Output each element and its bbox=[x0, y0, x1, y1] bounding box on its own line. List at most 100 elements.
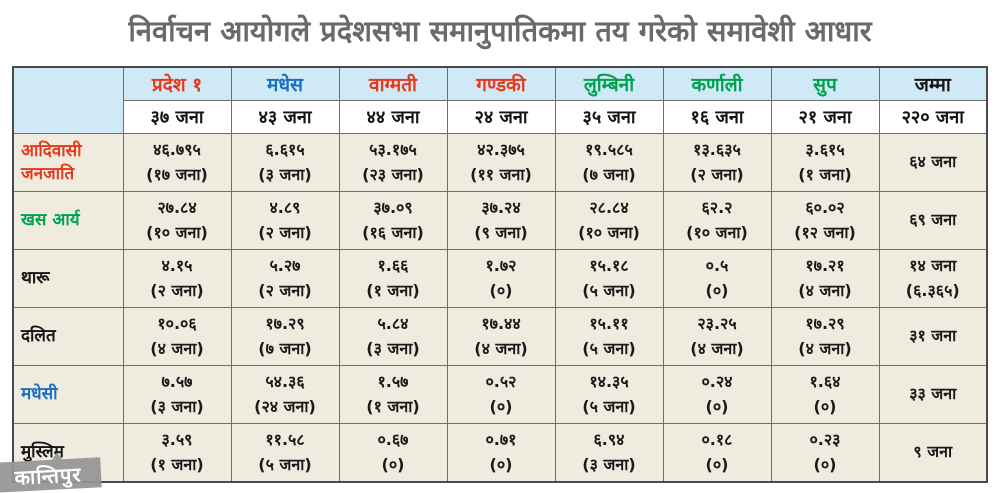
cell-count: (१ जना) bbox=[366, 396, 420, 416]
data-cell: १९.५८५ (७ जना) bbox=[554, 133, 664, 192]
cell-value: ०.५ bbox=[705, 255, 729, 275]
data-cell: १.६४ (०) bbox=[770, 365, 880, 424]
table-row-muslim: मुस्लिम ३.५९ (१ जना) ११.५८ (५ जना) ०.६७ (०)… bbox=[12, 423, 988, 483]
table-row-khas-arya: खस आर्य २७.८४ (१० जना) ४.८९ (२ जना) ३७.०९ (… bbox=[12, 191, 988, 250]
seat-count-madhes: ४३ जना bbox=[230, 100, 340, 134]
data-cell: १.७२ (०) bbox=[446, 249, 556, 308]
col-header-sup: सुप bbox=[770, 66, 880, 101]
cell-value: १७.२१ bbox=[805, 255, 845, 275]
cell-value: १७.२९ bbox=[805, 313, 845, 333]
inclusion-table: प्रदेश १ मधेस वाग्मती गण्डकी लुम्बिनी कर… bbox=[12, 66, 988, 483]
row-label: खस आर्य bbox=[12, 191, 124, 250]
data-cell: ६.६१५ (३ जना) bbox=[230, 133, 340, 192]
cell-count: (१७ जना) bbox=[146, 164, 208, 184]
cell-value: ६२.२ bbox=[701, 197, 733, 217]
data-cell: २७.८४ (१० जना) bbox=[122, 191, 232, 250]
header-row-seat-counts: ३७ जना ४३ जना ४४ जना २४ जना ३५ जना १६ जन… bbox=[13, 100, 988, 134]
kantipur-watermark: कान्तिपुर bbox=[0, 452, 102, 493]
cell-count: (१० जना) bbox=[686, 222, 748, 242]
total-cell: ३३ जना bbox=[878, 365, 988, 424]
cell-value: १४.३५ bbox=[589, 371, 629, 391]
data-cell: ३.६१५ (१ जना) bbox=[770, 133, 880, 192]
data-cell: ३.५९ (१ जना) bbox=[122, 423, 232, 483]
cell-value: १.५७ bbox=[377, 371, 409, 391]
cell-count: (०) bbox=[813, 396, 837, 416]
cell-count: (१६ जना) bbox=[362, 222, 424, 242]
data-cell: २८.८४ (१० जना) bbox=[554, 191, 664, 250]
data-cell: ५३.१७५ (२३ जना) bbox=[338, 133, 448, 192]
data-cell: १३.६३५ (२ जना) bbox=[662, 133, 772, 192]
data-cell: ६.९४ (३ जना) bbox=[554, 423, 664, 483]
cell-count: (१० जना) bbox=[146, 222, 208, 242]
cell-value: ४२.३७५ bbox=[477, 139, 525, 159]
data-cell: ४६.७९५ (१७ जना) bbox=[122, 133, 232, 192]
seat-count-lumbini: ३५ जना bbox=[554, 100, 664, 134]
table-row-madhesi: मधेसी ७.५७ (३ जना) ५४.३६ (२४ जना) १.५७ (१ ज… bbox=[12, 365, 988, 424]
cell-value: १५.११ bbox=[589, 313, 629, 333]
cell-value: १४ जना bbox=[909, 255, 957, 275]
row-label: थारू bbox=[12, 249, 124, 308]
cell-value: ४६.७९५ bbox=[153, 139, 201, 159]
cell-value: ६४ जना bbox=[909, 152, 957, 172]
data-cell: ०.२४ (०) bbox=[662, 365, 772, 424]
total-cell: ३१ जना bbox=[878, 307, 988, 366]
cell-count: (१ जना) bbox=[150, 454, 204, 474]
cell-count: (४ जना) bbox=[150, 338, 204, 358]
cell-value: ६.९४ bbox=[593, 429, 625, 449]
cell-value: १७.२९ bbox=[265, 313, 305, 333]
cell-value: १.६४ bbox=[809, 371, 841, 391]
cell-value: ०.७१ bbox=[485, 429, 517, 449]
row-label: दलित bbox=[12, 307, 124, 366]
col-header-pradesh-1: प्रदेश १ bbox=[122, 66, 232, 101]
data-cell: ४.८९ (२ जना) bbox=[230, 191, 340, 250]
col-header-lumbini: लुम्बिनी bbox=[554, 66, 664, 101]
cell-count: (११ जना) bbox=[470, 164, 532, 184]
cell-count: (२४ जना) bbox=[254, 396, 316, 416]
cell-value: २७.८४ bbox=[157, 197, 197, 217]
cell-value: ११.५८ bbox=[265, 429, 305, 449]
data-cell: ०.२३ (०) bbox=[770, 423, 880, 483]
cell-count: (२ जना) bbox=[690, 164, 744, 184]
data-cell: १.६६ (१ जना) bbox=[338, 249, 448, 308]
cell-count: (७ जना) bbox=[582, 164, 636, 184]
cell-value: ३१ जना bbox=[909, 326, 957, 346]
data-cell: १७.२१ (४ जना) bbox=[770, 249, 880, 308]
col-header-jamma: जम्मा bbox=[878, 66, 988, 101]
cell-value: ५.८४ bbox=[377, 313, 409, 333]
data-cell: १७.४४ (४ जना) bbox=[446, 307, 556, 366]
data-cell: ४२.३७५ (११ जना) bbox=[446, 133, 556, 192]
cell-count: (०) bbox=[381, 454, 405, 474]
cell-count: (४ जना) bbox=[798, 338, 852, 358]
cell-count: (५ जना) bbox=[258, 454, 312, 474]
cell-count: (१ जना) bbox=[798, 164, 852, 184]
corner-cell bbox=[12, 66, 124, 134]
cell-value: ०.६७ bbox=[377, 429, 409, 449]
cell-count: (४ जना) bbox=[798, 280, 852, 300]
cell-value: १५.१८ bbox=[589, 255, 629, 275]
cell-value: ६९ जना bbox=[909, 210, 957, 230]
header-row-provinces: प्रदेश १ मधेस वाग्मती गण्डकी लुम्बिनी कर… bbox=[12, 66, 988, 134]
cell-value: २३.२५ bbox=[697, 313, 737, 333]
cell-value: ६०.०२ bbox=[805, 197, 845, 217]
data-cell: २३.२५ (४ जना) bbox=[662, 307, 772, 366]
cell-count: (४ जना) bbox=[474, 338, 528, 358]
seat-count-bagmati: ४४ जना bbox=[338, 100, 448, 134]
data-cell: १०.०६ (४ जना) bbox=[122, 307, 232, 366]
cell-value: १७.४४ bbox=[481, 313, 521, 333]
data-cell: ५.८४ (३ जना) bbox=[338, 307, 448, 366]
cell-count: (२ जना) bbox=[258, 222, 312, 242]
data-cell: ०.५२ (०) bbox=[446, 365, 556, 424]
data-cell: ३७.०९ (१६ जना) bbox=[338, 191, 448, 250]
data-cell: ०.७१ (०) bbox=[446, 423, 556, 483]
cell-value: ३७.२४ bbox=[481, 197, 521, 217]
data-cell: ६२.२ (१० जना) bbox=[662, 191, 772, 250]
row-label: मधेसी bbox=[12, 365, 124, 424]
cell-value: ३.६१५ bbox=[805, 139, 845, 159]
cell-value: ०.२३ bbox=[809, 429, 841, 449]
data-cell: ०.५ (०) bbox=[662, 249, 772, 308]
data-cell: १७.२९ (४ जना) bbox=[770, 307, 880, 366]
cell-value: १३.६३५ bbox=[693, 139, 741, 159]
cell-count: (५ जना) bbox=[582, 280, 636, 300]
cell-value: ०.२४ bbox=[701, 371, 733, 391]
table-row-tharu: थारू ४.१५ (२ जना) ५.२७ (२ जना) १.६६ (१ जना)… bbox=[12, 249, 988, 308]
